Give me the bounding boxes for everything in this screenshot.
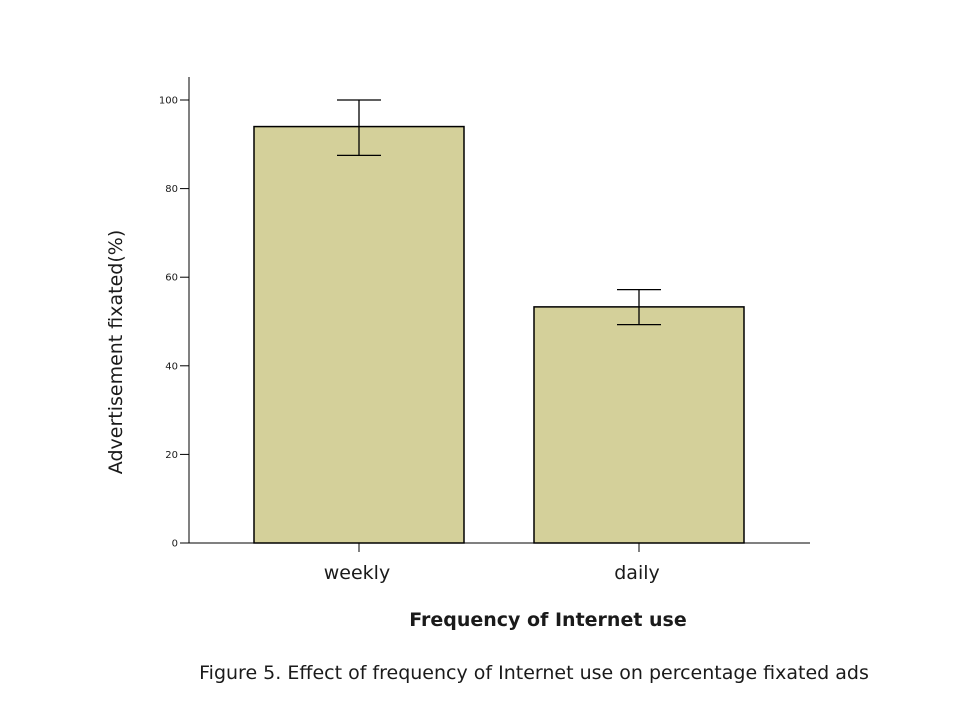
figure-caption: Figure 5. Effect of frequency of Interne…: [199, 662, 869, 684]
x-tick-label-weekly: weekly: [324, 562, 390, 584]
bars-layer: [253, 125, 745, 544]
y-ticks-layer: 0 20 40 60 80 100: [159, 96, 189, 550]
y-tick-label-60: 60: [165, 273, 178, 284]
bar-daily: [533, 306, 745, 544]
y-tick-label-100: 100: [159, 96, 178, 107]
x-ticks-layer: weekly daily: [324, 543, 660, 584]
error-bars-layer: [337, 99, 661, 326]
bar-weekly: [253, 125, 465, 544]
x-axis-label: Frequency of Internet use: [409, 609, 687, 631]
y-tick-label-20: 20: [165, 450, 178, 461]
x-tick-label-daily: daily: [614, 562, 660, 584]
y-tick-label-40: 40: [165, 361, 178, 372]
y-axis-label: Advertisement fixated(%): [105, 230, 127, 474]
y-tick-label-80: 80: [165, 184, 178, 195]
y-tick-label-0: 0: [172, 539, 178, 550]
